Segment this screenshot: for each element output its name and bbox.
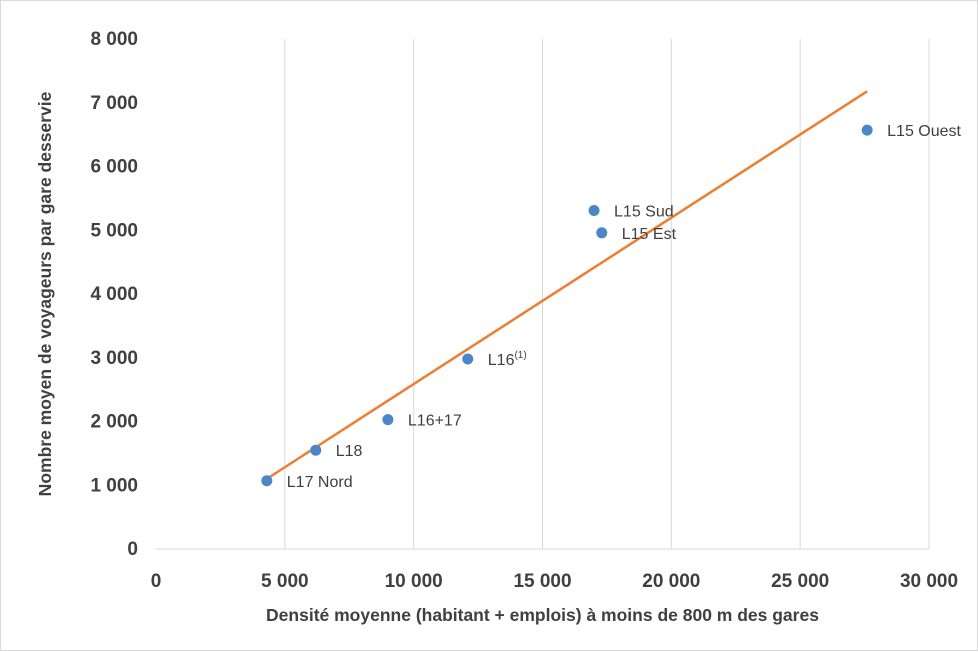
data-point-label: L15 Est xyxy=(622,226,677,243)
x-tick-label: 10 000 xyxy=(385,571,443,592)
x-tick-label: 5 000 xyxy=(261,571,309,592)
data-point-label: L18 xyxy=(336,443,363,460)
data-point xyxy=(596,227,608,239)
y-tick-label: 8 000 xyxy=(90,29,138,50)
x-tick-label: 20 000 xyxy=(642,571,700,592)
y-tick-label: 1 000 xyxy=(90,475,138,496)
trendline xyxy=(266,90,868,480)
data-point xyxy=(382,414,394,426)
data-point xyxy=(861,124,873,136)
y-axis-ticks: 0 1 000 2 000 3 000 4 000 5 000 6 000 7 000 8 00… xyxy=(90,29,138,560)
y-tick-label: 6 000 xyxy=(90,157,138,178)
y-axis-title: Nombre moyen de voyageurs par gare desse… xyxy=(35,91,55,496)
data-point-label: L17 Nord xyxy=(287,474,353,491)
y-tick-label: 3 000 xyxy=(90,348,138,369)
y-tick-label: 5 000 xyxy=(90,220,138,241)
data-points: L17 Nord L18 L16+17 L16(1) L15 Sud L15 Est L15… xyxy=(261,123,962,491)
data-point xyxy=(588,204,600,216)
x-tick-label: 30 000 xyxy=(900,571,958,592)
gridlines xyxy=(284,39,930,549)
x-tick-label: 0 xyxy=(151,571,162,592)
y-tick-label: 2 000 xyxy=(90,412,138,433)
data-point-label: L15 Sud xyxy=(614,203,674,220)
x-axis-title: Densité moyenne (habitant + emplois) à m… xyxy=(266,605,819,625)
data-point xyxy=(310,444,322,456)
x-tick-label: 25 000 xyxy=(771,571,829,592)
y-tick-label: 0 xyxy=(127,539,138,560)
x-tick-label: 15 000 xyxy=(513,571,571,592)
data-point xyxy=(261,475,273,487)
data-point xyxy=(462,353,474,365)
x-axis-ticks: 0 5 000 10 000 15 000 20 000 25 000 30 000 xyxy=(151,571,958,592)
y-tick-label: 4 000 xyxy=(90,284,138,305)
data-point-label: L16+17 xyxy=(408,413,462,430)
data-point-label: L15 Ouest xyxy=(887,123,961,140)
y-tick-label: 7 000 xyxy=(90,93,138,114)
data-point-label: L16(1) xyxy=(488,350,527,369)
